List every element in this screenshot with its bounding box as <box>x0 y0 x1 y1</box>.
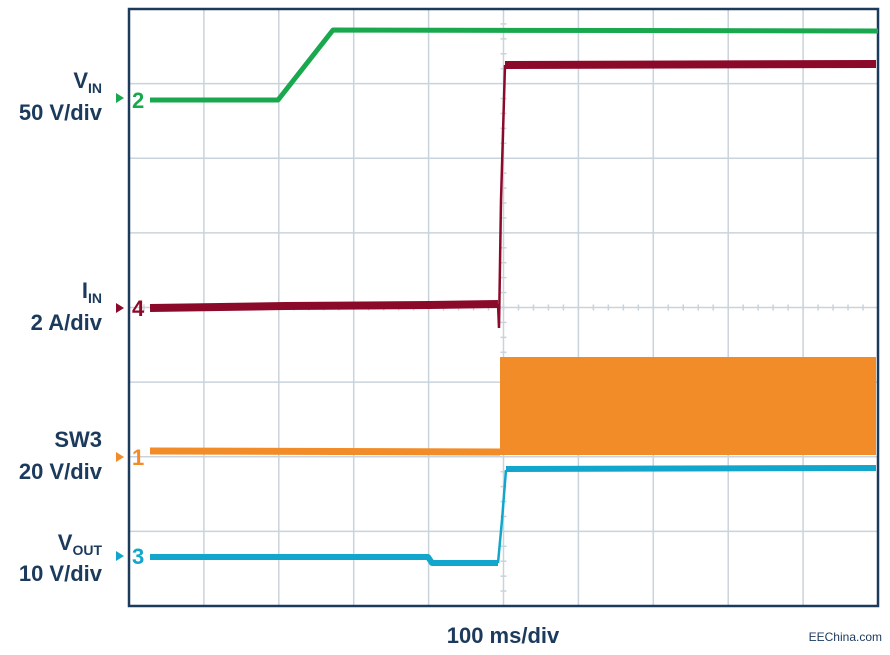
trace-vout-step <box>496 469 508 564</box>
subscript: IN <box>88 80 102 96</box>
channel-marker <box>116 93 124 103</box>
channel-number: 1 <box>132 445 144 470</box>
channel-number: 4 <box>132 296 145 321</box>
channel-scale: 2 A/div <box>31 310 103 335</box>
timebase-label: 100 ms/div <box>447 623 560 648</box>
trace-vout-high <box>505 465 877 472</box>
channel-3-label: VOUT 10 V/div 3 <box>19 530 144 586</box>
name: V <box>73 68 88 93</box>
trace-vout <box>150 554 498 566</box>
channel-2-label: VIN 50 V/div 2 <box>19 68 144 125</box>
watermark: EEChina.com <box>809 630 882 644</box>
channel-4-label: IIN 2 A/div 4 <box>31 278 145 335</box>
subscript: OUT <box>72 542 102 558</box>
trace-iin <box>149 300 499 312</box>
channel-1-label: SW3 20 V/div 1 <box>19 427 144 484</box>
trace-iin-high <box>504 60 877 69</box>
channel-number: 3 <box>132 544 144 569</box>
channel-marker <box>116 551 124 561</box>
name: I <box>82 278 88 303</box>
channel-marker <box>116 452 124 462</box>
channel-name: VIN <box>73 68 102 96</box>
trace-sw3-switching <box>500 357 876 455</box>
channel-scale: 10 V/div <box>19 561 103 586</box>
subscript: IN <box>88 290 102 306</box>
screen-frame <box>127 7 880 608</box>
trace-vin <box>150 27 879 103</box>
name: V <box>58 530 73 555</box>
trace-iin-step <box>496 64 507 329</box>
channel-name: IIN <box>82 278 102 306</box>
channel-name: VOUT <box>58 530 103 558</box>
channel-scale: 50 V/div <box>19 100 103 125</box>
trace-sw3 <box>149 447 501 456</box>
channel-scale: 20 V/div <box>19 459 103 484</box>
channel-name: SW3 <box>54 427 102 452</box>
channel-number: 2 <box>132 88 144 113</box>
channel-marker <box>116 303 124 313</box>
